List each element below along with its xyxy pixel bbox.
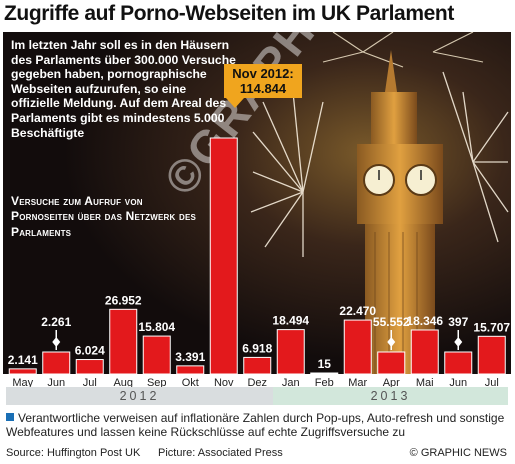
- value-label-12: 55.552: [373, 315, 410, 329]
- source-text: Source: Huffington Post UK: [6, 447, 141, 459]
- category-label-8: Dez: [247, 377, 267, 389]
- callout-value: 114.844: [239, 81, 287, 96]
- year-band-2012: 2012: [6, 387, 273, 405]
- chart-subtitle: Versuche zum Aufruf von Pornoseiten über…: [11, 194, 197, 239]
- value-label-5: 15.804: [138, 320, 175, 334]
- page-title: Zugriffe auf Porno-Webseiten im UK Parla…: [4, 2, 454, 25]
- category-label-3: Jul: [83, 377, 97, 389]
- category-label-10: Feb: [315, 377, 334, 389]
- bar-1: [8, 368, 37, 375]
- value-label-2: 2.261: [41, 315, 71, 329]
- value-label-13: 18.346: [406, 314, 443, 328]
- bar-14: [444, 351, 473, 375]
- value-label-9: 18.494: [272, 314, 309, 328]
- footnote-text: Verantwortliche verweisen auf inflationä…: [6, 411, 505, 439]
- category-label-2: Jun: [47, 377, 65, 389]
- bar-15: [477, 335, 506, 375]
- category-label-9: Jan: [282, 377, 300, 389]
- firework-burst-left: [250, 91, 324, 257]
- bar-9: [276, 329, 305, 375]
- bar-4: [109, 308, 138, 375]
- bar-8: [243, 356, 272, 375]
- callout-arrow: [226, 98, 244, 108]
- value-label-8: 6.918: [242, 341, 272, 355]
- category-label-4: Aug: [113, 377, 133, 389]
- bar-11: [343, 319, 372, 375]
- photo-panel: Im letzten Jahr soll es in den Häusern d…: [3, 32, 511, 378]
- bar-2: [42, 351, 71, 375]
- category-label-11: Mar: [348, 377, 367, 389]
- intro-text: Im letzten Jahr soll es in den Häusern d…: [11, 38, 236, 140]
- axis-strip: [3, 374, 511, 387]
- category-label-6: Okt: [182, 377, 199, 389]
- value-label-1: 2.141: [8, 353, 38, 367]
- category-label-5: Sep: [147, 377, 167, 389]
- bar-12: [377, 351, 406, 375]
- value-label-3: 6.024: [75, 344, 105, 358]
- category-label-15: Jul: [485, 377, 499, 389]
- category-label-1: May: [12, 377, 33, 389]
- bar-3: [75, 359, 104, 375]
- axis-break-marker: [52, 330, 61, 350]
- firework-burst-top: [322, 32, 484, 68]
- value-label-11: 22.470: [339, 304, 376, 318]
- category-label-7: Nov: [214, 377, 234, 389]
- bar-7: [209, 137, 238, 375]
- axis-break-marker: [454, 330, 463, 350]
- bar-10: [310, 372, 339, 375]
- firework-burst-right: [442, 71, 509, 243]
- bar-5: [142, 335, 171, 375]
- bar-6: [176, 365, 205, 375]
- bullet-square-icon: [6, 413, 14, 421]
- category-label-14: Jun: [449, 377, 467, 389]
- year-band-2013: 2013: [273, 387, 508, 405]
- footnote: Verantwortliche verweisen auf inflationä…: [6, 411, 506, 439]
- callout-date: Nov 2012:: [232, 66, 294, 81]
- category-label-12: Apr: [383, 377, 400, 389]
- value-label-4: 26.952: [105, 293, 142, 307]
- axis-break-marker: [387, 330, 396, 350]
- category-label-13: Mai: [416, 377, 434, 389]
- value-label-10: 15: [318, 357, 332, 371]
- value-label-14: 397: [448, 315, 468, 329]
- peak-callout: Nov 2012: 114.844: [224, 64, 302, 98]
- picture-credit: Picture: Associated Press: [158, 447, 283, 459]
- value-label-15: 15.707: [473, 320, 510, 334]
- graphic-news-credit: © GRAPHIC NEWS: [409, 447, 507, 459]
- value-label-6: 3.391: [175, 350, 205, 364]
- bar-13: [410, 329, 439, 375]
